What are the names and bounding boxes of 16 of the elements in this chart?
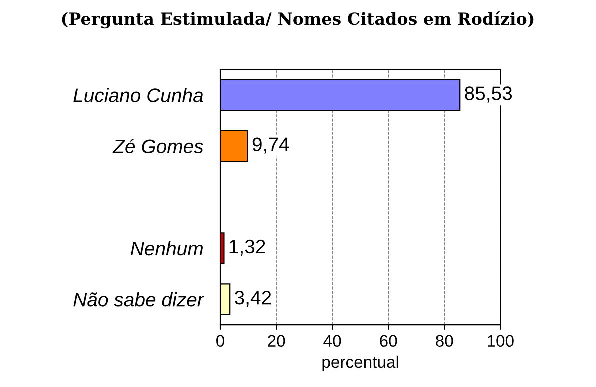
chart-title: (Pergunta Estimulada/ Nomes Citados em Rodízio) [62,12,534,29]
x-tick-label: 80 [436,335,454,348]
x-tick-label: 100 [488,335,514,348]
data-label: 9,74 [252,138,290,154]
x-tick-label: 60 [380,335,398,348]
data-label: 85,53 [465,86,512,103]
y-tick-label: Luciano Cunha [74,88,204,102]
data-label: 1,32 [230,240,266,256]
x-tick-label: 40 [324,335,342,348]
x-tick-label: 0 [216,335,225,348]
data-label: 3,42 [235,290,272,308]
y-tick-label: Zé Gomes [112,139,204,154]
x-axis-title: percentual [322,356,398,372]
y-tick-label: Não sabe dizer [74,292,205,307]
x-tick-label: 20 [268,335,286,348]
y-tick-label: Nenhum [130,241,203,256]
